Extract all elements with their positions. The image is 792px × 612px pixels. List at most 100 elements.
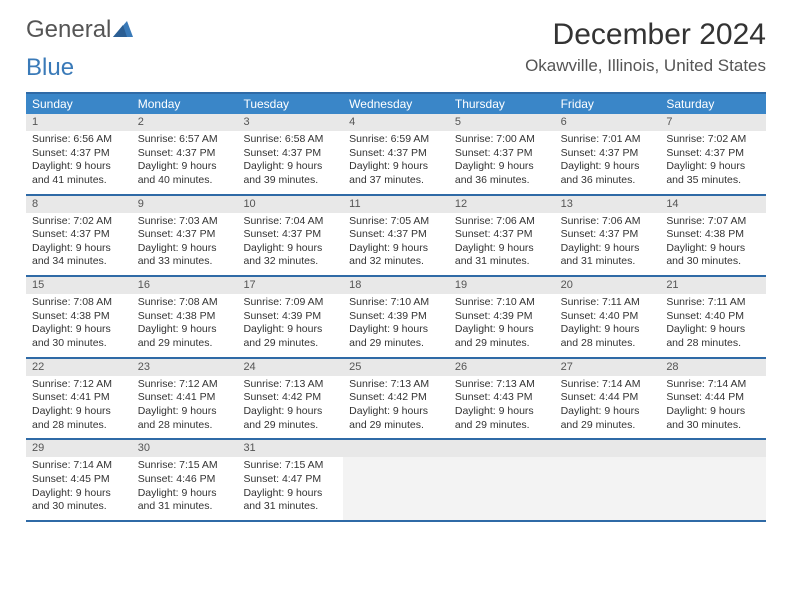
daylight-line: Daylight: 9 hours and 31 minutes. [561, 242, 655, 269]
day-cell: 11Sunrise: 7:05 AMSunset: 4:37 PMDayligh… [343, 196, 449, 276]
day-cell: 13Sunrise: 7:06 AMSunset: 4:37 PMDayligh… [555, 196, 661, 276]
week-row: 15Sunrise: 7:08 AMSunset: 4:38 PMDayligh… [26, 277, 766, 359]
sunset-line: Sunset: 4:39 PM [349, 310, 443, 324]
sunset-line: Sunset: 4:37 PM [561, 228, 655, 242]
day-cell: . [449, 440, 555, 520]
daylight-line: Daylight: 9 hours and 41 minutes. [32, 160, 126, 187]
day-body: Sunrise: 7:03 AMSunset: 4:37 PMDaylight:… [132, 213, 238, 276]
sunset-line: Sunset: 4:37 PM [32, 228, 126, 242]
sunrise-line: Sunrise: 7:15 AM [138, 459, 232, 473]
sunrise-line: Sunrise: 7:14 AM [32, 459, 126, 473]
day-number: . [660, 440, 766, 457]
day-number: 2 [132, 114, 238, 131]
sunrise-line: Sunrise: 7:10 AM [455, 296, 549, 310]
day-number: 30 [132, 440, 238, 457]
sunrise-line: Sunrise: 7:14 AM [561, 378, 655, 392]
day-cell: 6Sunrise: 7:01 AMSunset: 4:37 PMDaylight… [555, 114, 661, 194]
day-number: 26 [449, 359, 555, 376]
day-header: Thursday [449, 94, 555, 114]
sunset-line: Sunset: 4:37 PM [243, 147, 337, 161]
day-number: 25 [343, 359, 449, 376]
day-cell: 19Sunrise: 7:10 AMSunset: 4:39 PMDayligh… [449, 277, 555, 357]
day-cell: 21Sunrise: 7:11 AMSunset: 4:40 PMDayligh… [660, 277, 766, 357]
day-header-row: SundayMondayTuesdayWednesdayThursdayFrid… [26, 94, 766, 114]
day-body: Sunrise: 7:10 AMSunset: 4:39 PMDaylight:… [343, 294, 449, 357]
daylight-line: Daylight: 9 hours and 31 minutes. [243, 487, 337, 514]
week-row: 8Sunrise: 7:02 AMSunset: 4:37 PMDaylight… [26, 196, 766, 278]
sunset-line: Sunset: 4:42 PM [243, 391, 337, 405]
day-number: 17 [237, 277, 343, 294]
day-cell: 25Sunrise: 7:13 AMSunset: 4:42 PMDayligh… [343, 359, 449, 439]
day-number: . [449, 440, 555, 457]
sunrise-line: Sunrise: 7:13 AM [243, 378, 337, 392]
day-number: 16 [132, 277, 238, 294]
day-number: 9 [132, 196, 238, 213]
day-cell: 22Sunrise: 7:12 AMSunset: 4:41 PMDayligh… [26, 359, 132, 439]
daylight-line: Daylight: 9 hours and 31 minutes. [138, 487, 232, 514]
day-body: Sunrise: 7:11 AMSunset: 4:40 PMDaylight:… [555, 294, 661, 357]
sunrise-line: Sunrise: 7:12 AM [138, 378, 232, 392]
day-body: Sunrise: 7:06 AMSunset: 4:37 PMDaylight:… [449, 213, 555, 276]
day-cell: 3Sunrise: 6:58 AMSunset: 4:37 PMDaylight… [237, 114, 343, 194]
daylight-line: Daylight: 9 hours and 29 minutes. [349, 323, 443, 350]
day-number: 5 [449, 114, 555, 131]
daylight-line: Daylight: 9 hours and 34 minutes. [32, 242, 126, 269]
day-number: 1 [26, 114, 132, 131]
daylight-line: Daylight: 9 hours and 32 minutes. [349, 242, 443, 269]
day-body: Sunrise: 7:08 AMSunset: 4:38 PMDaylight:… [26, 294, 132, 357]
day-cell: 17Sunrise: 7:09 AMSunset: 4:39 PMDayligh… [237, 277, 343, 357]
day-number: 24 [237, 359, 343, 376]
day-body: Sunrise: 7:13 AMSunset: 4:43 PMDaylight:… [449, 376, 555, 439]
day-body: Sunrise: 7:13 AMSunset: 4:42 PMDaylight:… [237, 376, 343, 439]
day-number: 18 [343, 277, 449, 294]
sunrise-line: Sunrise: 7:01 AM [561, 133, 655, 147]
day-number: 3 [237, 114, 343, 131]
day-number: . [555, 440, 661, 457]
sunset-line: Sunset: 4:42 PM [349, 391, 443, 405]
sunset-line: Sunset: 4:37 PM [666, 147, 760, 161]
daylight-line: Daylight: 9 hours and 32 minutes. [243, 242, 337, 269]
sunset-line: Sunset: 4:37 PM [561, 147, 655, 161]
day-cell: 28Sunrise: 7:14 AMSunset: 4:44 PMDayligh… [660, 359, 766, 439]
day-number: 11 [343, 196, 449, 213]
day-cell: 15Sunrise: 7:08 AMSunset: 4:38 PMDayligh… [26, 277, 132, 357]
day-number: 21 [660, 277, 766, 294]
brand-part1: General [26, 18, 111, 42]
daylight-line: Daylight: 9 hours and 30 minutes. [666, 405, 760, 432]
sunset-line: Sunset: 4:40 PM [561, 310, 655, 324]
day-body: Sunrise: 7:01 AMSunset: 4:37 PMDaylight:… [555, 131, 661, 194]
daylight-line: Daylight: 9 hours and 30 minutes. [666, 242, 760, 269]
sunrise-line: Sunrise: 6:58 AM [243, 133, 337, 147]
sunrise-line: Sunrise: 7:11 AM [666, 296, 760, 310]
daylight-line: Daylight: 9 hours and 28 minutes. [32, 405, 126, 432]
empty-cell-body [343, 457, 449, 520]
day-number: 7 [660, 114, 766, 131]
day-cell: 23Sunrise: 7:12 AMSunset: 4:41 PMDayligh… [132, 359, 238, 439]
day-cell: . [343, 440, 449, 520]
empty-cell-body [449, 457, 555, 520]
daylight-line: Daylight: 9 hours and 28 minutes. [138, 405, 232, 432]
daylight-line: Daylight: 9 hours and 29 minutes. [138, 323, 232, 350]
day-cell: 18Sunrise: 7:10 AMSunset: 4:39 PMDayligh… [343, 277, 449, 357]
sunset-line: Sunset: 4:37 PM [243, 228, 337, 242]
sunset-line: Sunset: 4:37 PM [349, 228, 443, 242]
daylight-line: Daylight: 9 hours and 29 minutes. [243, 405, 337, 432]
day-body: Sunrise: 6:58 AMSunset: 4:37 PMDaylight:… [237, 131, 343, 194]
day-body: Sunrise: 6:56 AMSunset: 4:37 PMDaylight:… [26, 131, 132, 194]
day-number: 19 [449, 277, 555, 294]
sunrise-line: Sunrise: 7:00 AM [455, 133, 549, 147]
daylight-line: Daylight: 9 hours and 29 minutes. [561, 405, 655, 432]
day-number: 15 [26, 277, 132, 294]
day-cell: 2Sunrise: 6:57 AMSunset: 4:37 PMDaylight… [132, 114, 238, 194]
day-header: Monday [132, 94, 238, 114]
day-number: . [343, 440, 449, 457]
day-body: Sunrise: 7:06 AMSunset: 4:37 PMDaylight:… [555, 213, 661, 276]
day-cell: 26Sunrise: 7:13 AMSunset: 4:43 PMDayligh… [449, 359, 555, 439]
day-body: Sunrise: 7:12 AMSunset: 4:41 PMDaylight:… [26, 376, 132, 439]
sunrise-line: Sunrise: 7:13 AM [349, 378, 443, 392]
sunset-line: Sunset: 4:37 PM [138, 228, 232, 242]
day-body: Sunrise: 7:05 AMSunset: 4:37 PMDaylight:… [343, 213, 449, 276]
sunrise-line: Sunrise: 7:12 AM [32, 378, 126, 392]
sunset-line: Sunset: 4:47 PM [243, 473, 337, 487]
sunrise-line: Sunrise: 6:56 AM [32, 133, 126, 147]
